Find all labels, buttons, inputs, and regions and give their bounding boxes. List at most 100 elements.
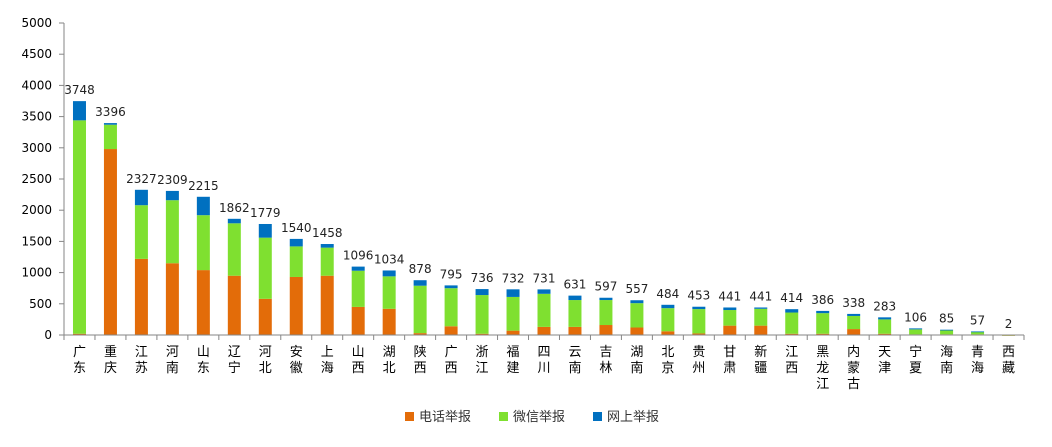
- bar-segment-wechat: [320, 247, 334, 276]
- x-axis: 广东重庆江苏河南山东辽宁河北安徽上海山西湖北陕西广西浙江福建四川云南吉林湖南北京…: [63, 334, 1025, 392]
- x-tick-label: 广东: [73, 345, 86, 376]
- bar-segment-wechat: [196, 215, 210, 271]
- x-tick-label: 江苏: [135, 345, 148, 376]
- x-tick-label: 陕西: [414, 345, 427, 376]
- bar-segment-online: [878, 317, 892, 320]
- bar-segment-online: [599, 297, 613, 301]
- bar-segment-wechat: [475, 295, 489, 334]
- bar-segment-wechat: [537, 293, 551, 327]
- bar-segment-wechat: [568, 300, 582, 327]
- bar-segment-phone: [537, 326, 551, 335]
- data-label-total: 441: [749, 289, 772, 303]
- x-tick-label: 辽宁: [228, 345, 241, 376]
- bar-segment-phone: [506, 330, 520, 335]
- bar-segment-phone: [382, 308, 396, 335]
- bar-segment-phone: [72, 333, 86, 335]
- bar-segment-online: [475, 289, 489, 296]
- x-tick-label: 浙江: [476, 345, 489, 376]
- bar-segment-phone: [723, 325, 737, 335]
- data-label-total: 878: [409, 262, 432, 276]
- bar-segment-online: [165, 190, 179, 201]
- data-label-total: 2215: [188, 179, 219, 193]
- y-tick-label: 3000: [21, 141, 52, 155]
- legend-swatch: [499, 412, 508, 421]
- x-tick-label: 安徽: [290, 345, 303, 376]
- bar-segment-phone: [630, 327, 644, 335]
- bar-segment-phone: [413, 333, 427, 335]
- data-label-total: 1862: [219, 201, 250, 215]
- bar-segment-phone: [444, 326, 458, 335]
- bar-segment-phone: [320, 275, 334, 335]
- data-label-total: 453: [687, 289, 710, 303]
- bar-segment-wechat: [351, 270, 365, 307]
- x-tick-label: 四川: [537, 345, 550, 376]
- bar-segment-online: [196, 196, 210, 216]
- bar-segment-online: [227, 218, 241, 224]
- bar-segment-wechat: [940, 330, 954, 335]
- data-label-total: 283: [873, 299, 896, 313]
- x-tick-label: 新疆: [754, 344, 767, 376]
- data-label-total: 731: [533, 271, 556, 285]
- bar-segment-wechat: [258, 237, 272, 299]
- y-tick-label: 4000: [21, 78, 52, 92]
- y-tick-label: 2500: [21, 172, 52, 186]
- bar-segment-wechat: [785, 312, 799, 334]
- bar-segment-online: [134, 189, 148, 206]
- bar-segment-online: [537, 289, 551, 294]
- x-tick-label: 河北: [259, 345, 272, 376]
- y-tick-label: 3500: [21, 110, 52, 124]
- bar-segment-online: [382, 270, 396, 277]
- bar-segment-phone: [289, 276, 303, 335]
- data-label-total: 2309: [157, 173, 188, 187]
- bar-segment-wechat: [134, 205, 148, 259]
- bar-segment-online: [723, 307, 737, 311]
- bar-segment-online: [103, 123, 117, 125]
- bar-segment-wechat: [289, 246, 303, 277]
- bar-segment-online: [351, 266, 365, 271]
- x-tick-label: 重庆: [104, 344, 117, 376]
- data-label-total: 386: [811, 293, 834, 307]
- bar-segment-wechat: [413, 285, 427, 334]
- x-tick-label: 湖北: [383, 345, 396, 376]
- bar-segment-phone: [878, 333, 892, 335]
- x-tick-label: 江西: [785, 345, 798, 376]
- x-tick-label: 广西: [445, 345, 458, 376]
- bar-segment-phone: [258, 298, 272, 335]
- bar-segment-online: [692, 306, 706, 310]
- data-label-total: 441: [718, 289, 741, 303]
- data-label-total: 2327: [126, 172, 157, 186]
- data-label-total: 597: [594, 280, 617, 294]
- bar-segment-online: [630, 300, 644, 304]
- data-label-total: 1458: [312, 226, 343, 240]
- bar-segment-phone: [816, 333, 830, 335]
- x-tick-label: 北京: [661, 345, 674, 376]
- x-tick-label: 福建: [507, 345, 520, 376]
- bar-segment-online: [785, 309, 799, 313]
- x-tick-label: 上海: [321, 345, 334, 376]
- bar-segment-phone: [351, 306, 365, 335]
- x-tick-label: 河南: [166, 345, 179, 376]
- y-tick-label: 1500: [21, 234, 52, 248]
- bars: [72, 101, 1016, 336]
- bar-segment-online: [320, 244, 334, 248]
- bar-segment-phone: [165, 263, 179, 335]
- data-label-total: 338: [842, 296, 865, 310]
- y-axis: 0 500 1000 1500 2000 2500 3000 3500 4000 4500 5000: [21, 16, 65, 342]
- x-tick-label: 云南: [568, 345, 581, 376]
- x-tick-label: 青海: [971, 345, 984, 376]
- bar-segment-wechat: [692, 309, 706, 334]
- x-tick-label: 甘肃: [723, 345, 736, 376]
- data-label-total: 1540: [281, 221, 312, 235]
- bar-segment-wechat: [227, 223, 241, 276]
- y-tick-label: 4500: [21, 47, 52, 61]
- x-tick-label: 海南: [940, 345, 953, 376]
- data-label-total: 2: [1005, 317, 1013, 331]
- bar-segment-wechat: [754, 308, 768, 326]
- data-label-total: 1096: [343, 249, 374, 263]
- bar-segment-wechat: [630, 303, 644, 328]
- data-label-total: 557: [625, 282, 648, 296]
- data-label-total: 484: [656, 287, 679, 301]
- bar-segment-phone: [196, 270, 210, 335]
- bar-segment-phone: [661, 331, 675, 335]
- bar-segment-online: [506, 289, 520, 297]
